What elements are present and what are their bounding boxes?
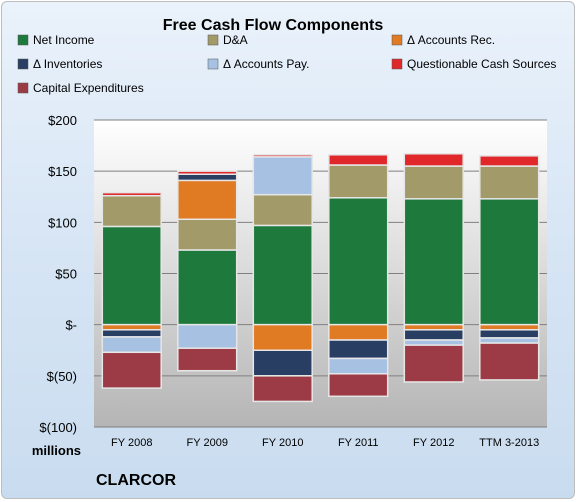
gridlines [94, 119, 547, 428]
legend-swatch-net-income [17, 34, 29, 46]
legend-label-capital-expenditures: Capital Expenditures [33, 81, 144, 95]
legend-swatch-accounts-pay [207, 58, 219, 70]
bar-capital-expenditures-fy-2012 [403, 344, 464, 383]
bar-capital-expenditures-ttm-3-2013 [479, 342, 540, 381]
bar-accounts-pay-ttm-3-2013 [479, 337, 540, 344]
bar-accounts-rec-fy-2012 [403, 323, 464, 331]
legend-swatch-inventories [17, 58, 29, 70]
y-tick-label: $100 [48, 215, 77, 230]
x-axis: FY 2008 FY 2009 FY 2010 FY 2011 FY 2012 TTM 3… [111, 437, 539, 449]
legend: Net Income D&A Δ Accounts Rec. Δ Inventorie… [17, 33, 556, 95]
bar-d-a-fy-2011 [328, 164, 389, 199]
legend-label-d-a: D&A [223, 33, 248, 47]
y-tick-label: $- [65, 318, 77, 333]
bar-net-income-fy-2009 [177, 249, 238, 326]
legend-label-inventories: Δ Inventories [33, 57, 102, 71]
x-tick-label: TTM 3-2013 [479, 437, 539, 449]
legend-swatch-d-a [207, 34, 219, 46]
bar-questionable-cash-sources-fy-2012 [403, 153, 464, 167]
y-tick-label: $(50) [47, 369, 77, 384]
bar-inventories-fy-2011 [328, 339, 389, 360]
y-tick-label: $50 [55, 267, 77, 282]
bar-net-income-fy-2008 [101, 225, 162, 326]
x-tick-label: FY 2011 [338, 437, 379, 449]
bar-accounts-pay-fy-2010 [252, 156, 313, 196]
bar-questionable-cash-sources-fy-2009 [177, 170, 238, 175]
bar-inventories-ttm-3-2013 [479, 329, 540, 339]
bar-questionable-cash-sources-fy-2008 [101, 191, 162, 197]
legend-swatch-capital-expenditures [17, 82, 29, 94]
bar-inventories-fy-2010 [252, 349, 313, 377]
bar-net-income-fy-2010 [252, 224, 313, 326]
bar-net-income-fy-2012 [403, 198, 464, 326]
x-tick-label: FY 2012 [413, 437, 454, 449]
legend-label-questionable-cash-sources: Questionable Cash Sources [407, 57, 556, 71]
legend-label-net-income: Net Income [33, 33, 95, 47]
bar-d-a-fy-2009 [177, 218, 238, 251]
bar-inventories-fy-2009 [177, 173, 238, 182]
bar-capital-expenditures-fy-2008 [101, 351, 162, 389]
legend-label-accounts-rec: Δ Accounts Rec. [407, 33, 495, 47]
company-label: CLARCOR [96, 472, 176, 489]
bar-accounts-rec-fy-2008 [101, 323, 162, 331]
bar-accounts-pay-fy-2009 [177, 323, 238, 349]
bar-accounts-rec-ttm-3-2013 [479, 323, 540, 331]
bar-questionable-cash-sources-fy-2011 [328, 154, 389, 166]
legend-swatch-questionable-cash-sources [391, 58, 403, 70]
bar-d-a-fy-2010 [252, 193, 313, 227]
bar-d-a-fy-2008 [101, 194, 162, 228]
bar-accounts-rec-fy-2009 [177, 179, 238, 221]
bar-net-income-ttm-3-2013 [479, 198, 540, 326]
legend-label-accounts-pay: Δ Accounts Pay. [223, 57, 310, 71]
x-tick-label: FY 2009 [187, 437, 228, 449]
bar-questionable-cash-sources-fy-2010 [252, 154, 313, 158]
bar-accounts-rec-fy-2011 [328, 323, 389, 341]
bar-capital-expenditures-fy-2010 [252, 375, 313, 403]
bar-net-income-fy-2011 [328, 197, 389, 326]
y-tick-label: $(100) [39, 420, 77, 435]
bar-d-a-fy-2012 [403, 165, 464, 200]
bar-inventories-fy-2012 [403, 329, 464, 341]
bar-accounts-pay-fy-2011 [328, 357, 389, 375]
y-axis: $(100) $(50) $- $50 $100 $150 $200 [39, 113, 77, 435]
bars [101, 153, 540, 403]
bar-accounts-pay-fy-2012 [403, 339, 464, 346]
bar-capital-expenditures-fy-2009 [177, 347, 238, 372]
legend-swatch-accounts-rec [391, 34, 403, 46]
bar-d-a-ttm-3-2013 [479, 165, 540, 200]
y-tick-label: $200 [48, 113, 77, 128]
x-tick-label: FY 2008 [111, 437, 152, 449]
bar-capital-expenditures-fy-2011 [328, 373, 389, 398]
bar-accounts-rec-fy-2010 [252, 323, 313, 351]
bar-inventories-fy-2008 [101, 329, 162, 338]
y-tick-label: $150 [48, 164, 77, 179]
bar-accounts-pay-fy-2008 [101, 336, 162, 354]
unit-label: millions [32, 443, 81, 458]
bar-questionable-cash-sources-ttm-3-2013 [479, 155, 540, 167]
x-tick-label: FY 2010 [262, 437, 303, 449]
chart-title: Free Cash Flow Components [163, 17, 384, 34]
